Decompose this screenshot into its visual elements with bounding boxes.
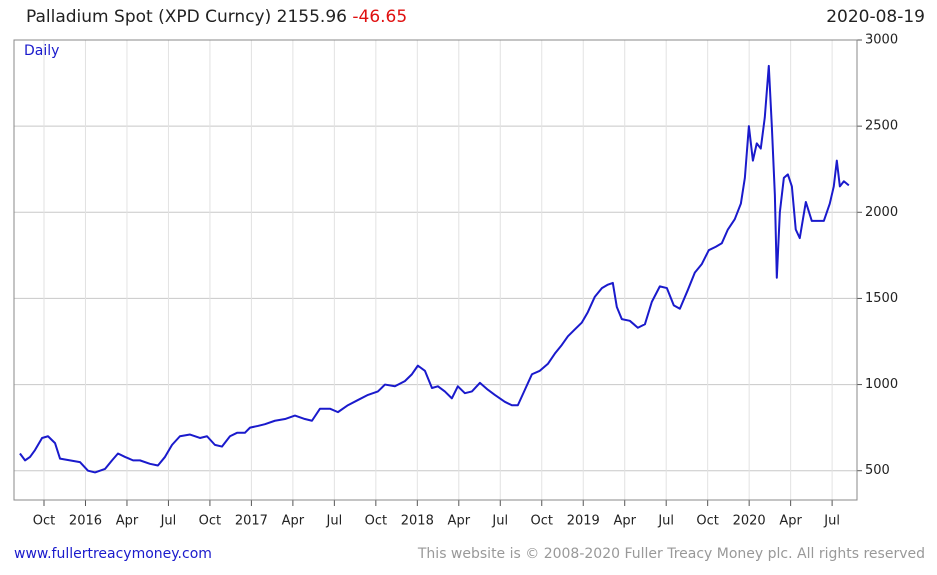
price-line: [19, 64, 850, 474]
last-price: 2155.96: [277, 7, 347, 27]
y-tick-label: 3000: [865, 33, 898, 48]
x-tick-label: Apr: [613, 514, 636, 529]
x-tick-label: Oct: [531, 514, 553, 529]
x-tick-label: 2019: [567, 514, 600, 529]
y-tick-label: 1000: [865, 377, 898, 392]
x-tick-label: Apr: [282, 514, 305, 529]
y-tick-label: 2500: [865, 119, 898, 134]
x-tick-label: 2016: [69, 514, 102, 529]
x-tick-label: 2018: [401, 514, 434, 529]
x-tick-label: 2020: [733, 514, 766, 529]
chart-date: 2020-08-19: [826, 7, 925, 27]
y-tick-label: 500: [865, 463, 890, 478]
x-tick-label: Oct: [696, 514, 718, 529]
marks: [19, 64, 850, 474]
x-tick-label: Apr: [116, 514, 139, 529]
chart-title: Palladium Spot (XPD Curncy): [26, 7, 271, 27]
x-tick-label: Oct: [365, 514, 387, 529]
x-tick-label: Apr: [448, 514, 471, 529]
x-tick-label: Jul: [160, 514, 177, 529]
y-tick-label: 2000: [865, 205, 898, 220]
interval-label: Daily: [24, 43, 59, 59]
chart-title-line: Palladium Spot (XPD Curncy) 2155.96 -46.…: [26, 7, 407, 27]
x-tick-label: Oct: [33, 514, 55, 529]
footer-copyright: This website is © 2008-2020 Fuller Treac…: [417, 546, 925, 562]
y-tick-label: 1500: [865, 291, 898, 306]
x-tick-label: 2017: [235, 514, 268, 529]
x-tick-label: Oct: [199, 514, 221, 529]
x-tick-label: Jul: [657, 514, 674, 529]
x-tick-label: Apr: [779, 514, 802, 529]
price-change: -46.65: [352, 7, 407, 27]
footer-site[interactable]: www.fullertreacymoney.com: [14, 546, 212, 562]
x-tick-label: Jul: [326, 514, 343, 529]
x-tick-label: Jul: [823, 514, 840, 529]
x-tick-label: Jul: [491, 514, 508, 529]
plot-frame: [13, 39, 858, 501]
